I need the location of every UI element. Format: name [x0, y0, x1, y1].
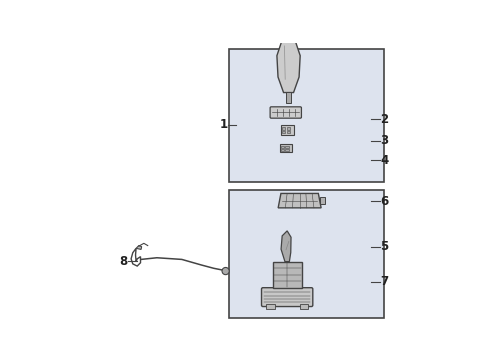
Text: 5: 5	[380, 240, 388, 253]
Text: 2: 2	[380, 113, 388, 126]
Bar	[286, 92, 292, 103]
PathPatch shape	[277, 39, 300, 93]
Bar	[300, 304, 308, 309]
Bar	[229, 190, 384, 318]
Text: 4: 4	[380, 154, 388, 167]
Bar	[320, 197, 325, 204]
Text: 1: 1	[220, 118, 227, 131]
PathPatch shape	[136, 246, 142, 249]
PathPatch shape	[281, 231, 291, 262]
Circle shape	[222, 267, 229, 275]
FancyBboxPatch shape	[270, 107, 301, 118]
Text: 3: 3	[380, 134, 388, 147]
FancyBboxPatch shape	[262, 288, 313, 307]
Ellipse shape	[282, 35, 295, 41]
Bar	[282, 131, 285, 133]
Text: 7: 7	[380, 275, 388, 288]
Bar	[281, 146, 284, 148]
Bar	[280, 125, 294, 135]
Bar	[282, 127, 285, 130]
Bar	[281, 149, 284, 151]
Bar	[285, 146, 289, 148]
Bar	[285, 149, 289, 151]
Bar	[287, 127, 291, 130]
Bar	[272, 262, 302, 288]
PathPatch shape	[278, 193, 321, 208]
Text: 8: 8	[120, 255, 128, 268]
Bar	[287, 131, 291, 133]
Text: 6: 6	[380, 195, 388, 208]
Bar	[229, 49, 384, 182]
Bar	[280, 144, 292, 152]
Bar	[267, 304, 275, 309]
